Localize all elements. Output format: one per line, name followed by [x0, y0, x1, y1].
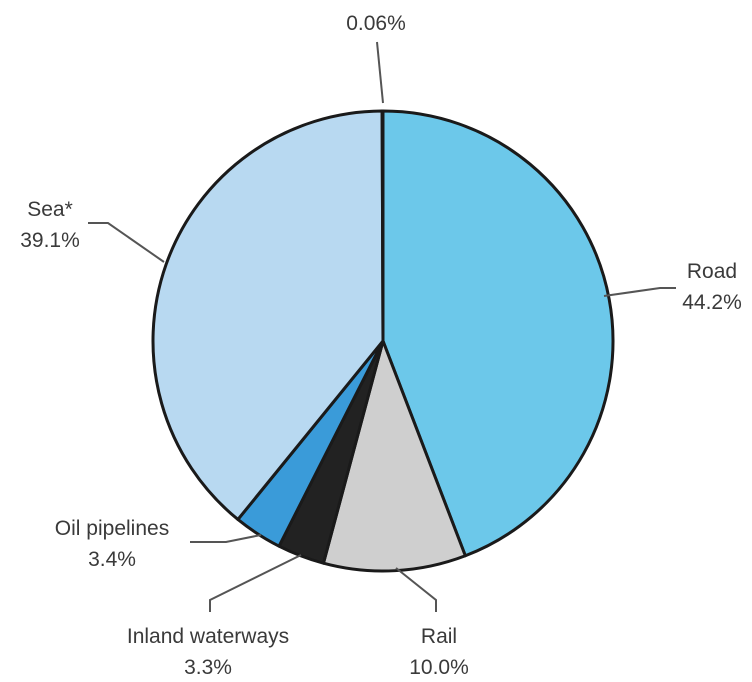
pie-slice-rail	[321, 339, 467, 573]
slice-labels: 0.06% Sea* 39.1% Road 44.2% Oil pipeline…	[20, 12, 742, 679]
label-sea-name: Sea*	[27, 198, 73, 221]
leader-line-rail	[395, 567, 437, 612]
pie-slice-road	[381, 109, 615, 558]
pie-slice-sea	[151, 109, 385, 521]
label-top-value: 0.06%	[346, 12, 406, 35]
pie-slices	[151, 109, 615, 573]
label-oil-name: Oil pipelines	[55, 517, 169, 540]
label-road-value: 44.2%	[682, 291, 742, 314]
label-road-name: Road	[687, 260, 737, 283]
label-oil-value: 3.4%	[88, 548, 136, 571]
pie-slice-other	[380, 109, 385, 343]
label-waterways-value: 3.3%	[184, 656, 232, 679]
leader-lines	[88, 41, 676, 612]
leader-line-oil	[190, 534, 262, 543]
label-sea-value: 39.1%	[20, 229, 80, 252]
leader-line-road	[603, 287, 676, 297]
leader-line-waterways	[209, 554, 302, 612]
label-rail-name: Rail	[421, 625, 457, 648]
leader-line-sea	[88, 222, 165, 263]
label-waterways-name: Inland waterways	[127, 625, 289, 648]
leader-line-top	[376, 41, 384, 104]
label-rail-value: 10.0%	[409, 656, 469, 679]
